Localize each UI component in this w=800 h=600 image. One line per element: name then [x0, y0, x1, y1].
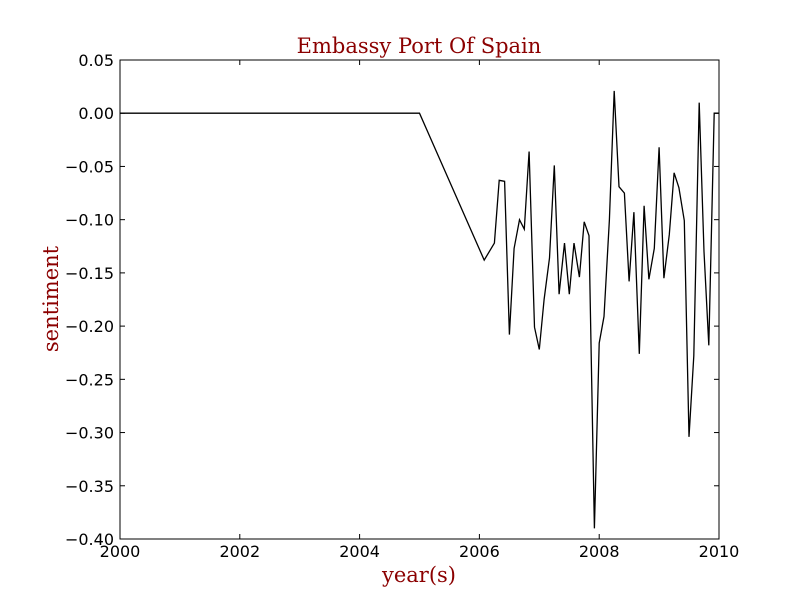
y-tick-label: −0.20 — [65, 317, 114, 336]
x-tick-label: 2008 — [579, 542, 620, 561]
y-tick-label: 0.00 — [78, 104, 114, 123]
y-tick-label: −0.25 — [65, 370, 114, 389]
y-tick-label: −0.30 — [65, 424, 114, 443]
y-tick-label: 0.05 — [78, 51, 114, 70]
x-tick-label: 2004 — [339, 542, 380, 561]
series-line — [120, 90, 719, 529]
plot-frame — [119, 59, 720, 540]
y-tick-label: −0.10 — [65, 211, 114, 230]
x-tick-label: 2010 — [699, 542, 740, 561]
x-tick-label: 2002 — [219, 542, 260, 561]
y-tick-label: −0.15 — [65, 264, 114, 283]
tick-labels: 2000 2002 2004 2006 2008 2010 0.05 0.00 −0.05 −0.… — [65, 51, 739, 561]
y-tick-label: −0.35 — [65, 477, 114, 496]
y-tick-label: −0.40 — [65, 530, 114, 549]
y-axis-label: sentiment — [39, 245, 63, 352]
x-axis-label: year(s) — [381, 563, 456, 587]
x-tick-label: 2006 — [459, 542, 500, 561]
chart-title: Embassy Port Of Spain — [297, 34, 542, 58]
x-tick-label: 2000 — [100, 542, 141, 561]
axis-ticks — [119, 59, 720, 540]
y-tick-label: −0.05 — [65, 157, 114, 176]
